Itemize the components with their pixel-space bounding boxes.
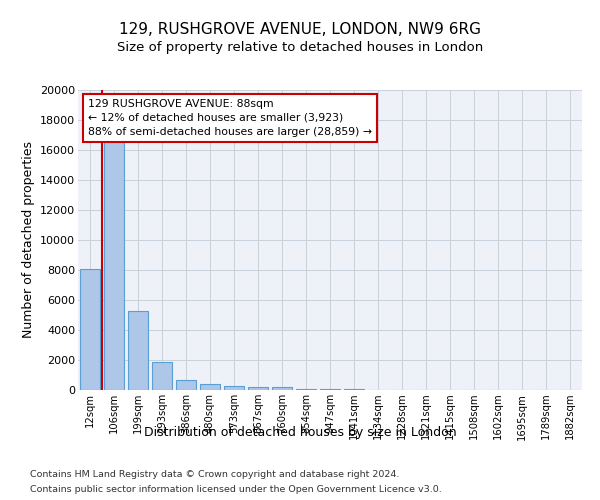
Bar [152, 362, 172, 390]
Bar [128, 310, 148, 390]
Text: 129, RUSHGROVE AVENUE, LONDON, NW9 6RG: 129, RUSHGROVE AVENUE, LONDON, NW9 6RG [119, 22, 481, 38]
Bar [200, 384, 220, 390]
Bar [176, 380, 196, 390]
Y-axis label: Number of detached properties: Number of detached properties [22, 142, 35, 338]
Text: Size of property relative to detached houses in London: Size of property relative to detached ho… [117, 41, 483, 54]
Text: 129 RUSHGROVE AVENUE: 88sqm
← 12% of detached houses are smaller (3,923)
88% of : 129 RUSHGROVE AVENUE: 88sqm ← 12% of det… [88, 99, 372, 137]
Bar [296, 388, 316, 390]
Text: Contains public sector information licensed under the Open Government Licence v3: Contains public sector information licen… [30, 485, 442, 494]
Bar [104, 141, 124, 390]
Bar [320, 389, 340, 390]
Bar [272, 388, 292, 390]
Text: Contains HM Land Registry data © Crown copyright and database right 2024.: Contains HM Land Registry data © Crown c… [30, 470, 400, 479]
Bar [224, 386, 244, 390]
Bar [248, 388, 268, 390]
Bar [80, 268, 100, 390]
Text: Distribution of detached houses by size in London: Distribution of detached houses by size … [143, 426, 457, 439]
